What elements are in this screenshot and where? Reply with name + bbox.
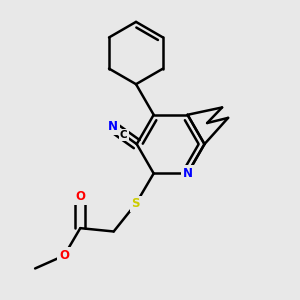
Text: N: N — [108, 121, 118, 134]
Text: N: N — [182, 167, 193, 180]
Text: O: O — [59, 249, 69, 262]
Text: S: S — [131, 197, 140, 210]
Text: O: O — [75, 190, 85, 203]
Text: C: C — [120, 130, 127, 140]
